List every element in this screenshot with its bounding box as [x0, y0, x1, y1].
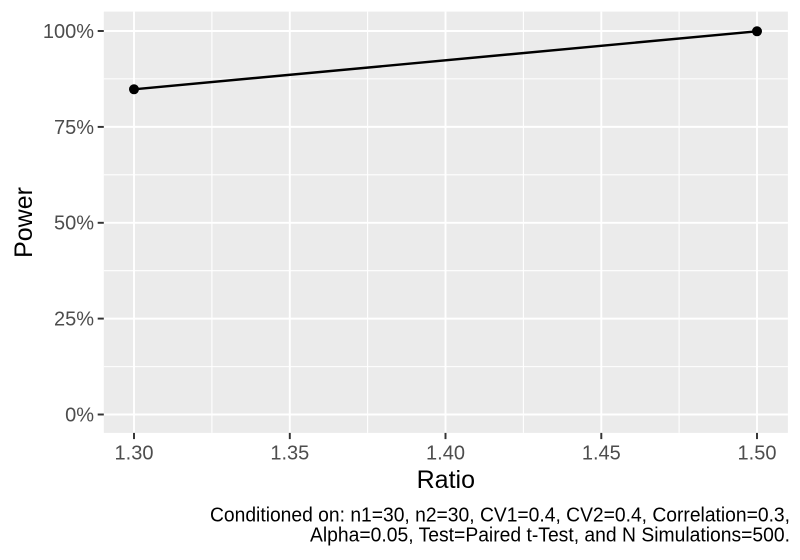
svg-text:Alpha=0.05, Test=Paired t-Test: Alpha=0.05, Test=Paired t-Test, and N Si…: [310, 524, 790, 546]
svg-text:0%: 0%: [65, 404, 94, 426]
svg-text:Power: Power: [10, 187, 38, 258]
svg-text:1.40: 1.40: [426, 443, 465, 465]
svg-text:Ratio: Ratio: [417, 466, 475, 494]
svg-text:1.35: 1.35: [270, 443, 309, 465]
svg-text:1.50: 1.50: [738, 443, 777, 465]
svg-text:Conditioned on: n1=30, n2=30,: Conditioned on: n1=30, n2=30, CV1=0.4, C…: [210, 504, 790, 526]
svg-text:1.45: 1.45: [582, 443, 621, 465]
svg-text:100%: 100%: [43, 21, 94, 43]
svg-text:75%: 75%: [54, 117, 94, 139]
svg-text:25%: 25%: [54, 309, 94, 331]
svg-text:1.30: 1.30: [115, 443, 154, 465]
svg-text:50%: 50%: [54, 213, 94, 235]
